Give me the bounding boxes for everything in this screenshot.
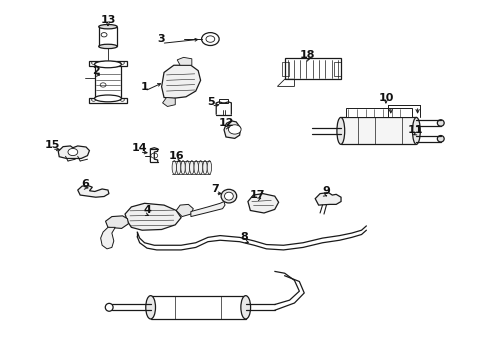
Polygon shape xyxy=(315,193,340,205)
Polygon shape xyxy=(161,65,200,98)
Ellipse shape xyxy=(241,296,250,319)
Bar xyxy=(334,62,340,76)
Ellipse shape xyxy=(436,135,443,142)
Ellipse shape xyxy=(198,161,203,174)
Text: 6: 6 xyxy=(81,179,89,189)
Text: 5: 5 xyxy=(207,97,215,107)
Polygon shape xyxy=(58,146,89,158)
Bar xyxy=(219,99,228,103)
Ellipse shape xyxy=(145,296,155,319)
Circle shape xyxy=(228,125,241,134)
Text: 7: 7 xyxy=(211,184,219,194)
Ellipse shape xyxy=(203,161,207,174)
Ellipse shape xyxy=(94,95,121,102)
Polygon shape xyxy=(101,227,115,249)
Ellipse shape xyxy=(224,192,233,200)
Ellipse shape xyxy=(99,24,117,29)
Circle shape xyxy=(68,148,78,156)
Bar xyxy=(282,62,288,76)
Text: 15: 15 xyxy=(44,140,60,150)
Ellipse shape xyxy=(172,161,176,174)
Ellipse shape xyxy=(185,161,189,174)
Text: 2: 2 xyxy=(92,66,100,76)
Text: 18: 18 xyxy=(300,50,315,60)
Bar xyxy=(284,58,340,79)
Text: 4: 4 xyxy=(143,206,151,216)
Ellipse shape xyxy=(105,303,113,311)
Text: 13: 13 xyxy=(100,15,116,26)
Bar xyxy=(150,296,245,319)
Text: 8: 8 xyxy=(240,232,248,242)
Polygon shape xyxy=(162,98,175,107)
Ellipse shape xyxy=(436,120,443,126)
Text: 9: 9 xyxy=(322,186,330,197)
Ellipse shape xyxy=(336,117,344,144)
Text: 1: 1 xyxy=(141,82,148,92)
Text: 12: 12 xyxy=(218,118,233,128)
Polygon shape xyxy=(176,204,193,217)
Polygon shape xyxy=(224,121,240,138)
Bar xyxy=(345,108,411,117)
Ellipse shape xyxy=(189,161,194,174)
Text: 16: 16 xyxy=(168,150,183,161)
Text: 17: 17 xyxy=(249,190,265,200)
Text: 11: 11 xyxy=(407,125,422,135)
Bar xyxy=(88,98,127,103)
Bar xyxy=(94,64,121,98)
Text: 14: 14 xyxy=(132,143,147,153)
Text: 10: 10 xyxy=(377,93,393,103)
Polygon shape xyxy=(125,203,181,230)
Text: 3: 3 xyxy=(158,34,165,44)
Polygon shape xyxy=(78,186,109,197)
Ellipse shape xyxy=(221,189,236,203)
Bar xyxy=(99,27,117,46)
Ellipse shape xyxy=(207,161,211,174)
Polygon shape xyxy=(177,57,191,65)
Ellipse shape xyxy=(99,44,117,49)
Polygon shape xyxy=(105,216,128,228)
Bar xyxy=(88,61,127,66)
Ellipse shape xyxy=(176,161,181,174)
Ellipse shape xyxy=(94,61,121,68)
Polygon shape xyxy=(190,202,224,217)
Ellipse shape xyxy=(194,161,198,174)
Ellipse shape xyxy=(181,161,185,174)
Polygon shape xyxy=(247,194,278,213)
Ellipse shape xyxy=(412,117,419,144)
Bar xyxy=(340,117,415,144)
